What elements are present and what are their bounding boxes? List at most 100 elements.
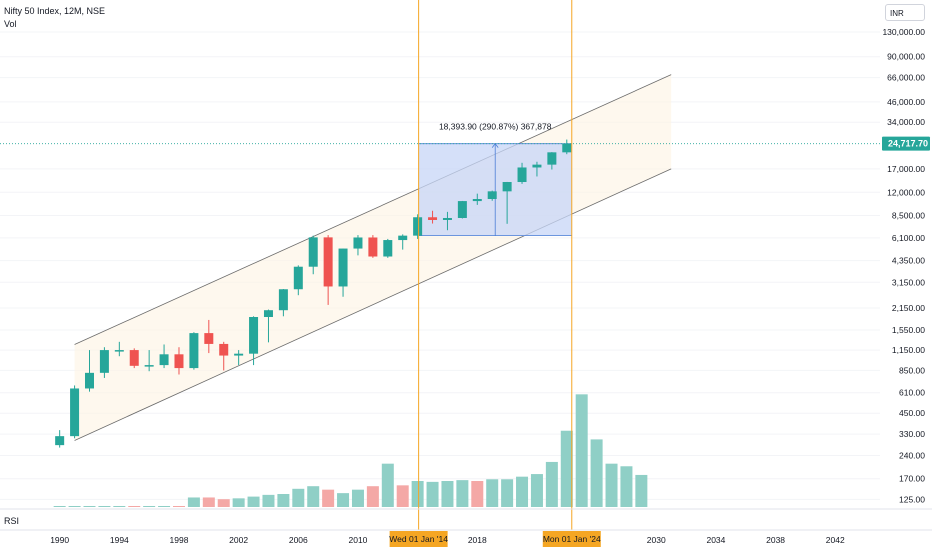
volume-bar bbox=[351, 489, 364, 507]
candle-body bbox=[428, 217, 438, 220]
year-tick-label: 2038 bbox=[766, 535, 785, 545]
last-price-value: 24,717.70 bbox=[888, 139, 928, 149]
volume-bar bbox=[262, 494, 275, 507]
volume-bar bbox=[172, 506, 185, 507]
volume-legend[interactable]: Vol bbox=[4, 19, 17, 29]
volume-bar bbox=[158, 506, 171, 507]
volume-bar bbox=[381, 463, 394, 507]
price-range-measure[interactable]: 18,393.90 (290.87%) 367,878 bbox=[418, 122, 572, 237]
date-badge-label: Mon 01 Jan '24 bbox=[543, 534, 601, 544]
volume-bar bbox=[411, 481, 424, 507]
volume-bar bbox=[471, 481, 484, 507]
volume-bar bbox=[501, 479, 514, 507]
price-tick-label: 46,000.00 bbox=[887, 97, 925, 107]
volume-bar bbox=[292, 488, 305, 507]
volume-bar bbox=[530, 474, 543, 507]
volume-bar bbox=[605, 463, 618, 507]
candle-body bbox=[293, 266, 303, 290]
year-tick-label: 2030 bbox=[647, 535, 666, 545]
last-price-badge bbox=[882, 136, 930, 151]
year-tick-label: 2002 bbox=[229, 535, 248, 545]
currency-button[interactable]: INR bbox=[885, 4, 925, 21]
price-tick-label: 610.00 bbox=[899, 388, 925, 398]
date-badge bbox=[542, 531, 601, 547]
volume-bar bbox=[277, 494, 290, 507]
measure-label: 18,393.90 (290.87%) 367,878 bbox=[439, 122, 552, 132]
volume-bar bbox=[441, 481, 454, 507]
price-grid bbox=[0, 31, 880, 500]
time-axis[interactable]: 1990 1994 1998 2002 2006 2010 2018 2030 2034 2038… bbox=[50, 535, 845, 545]
volume-bar bbox=[396, 485, 409, 507]
volume-bar bbox=[560, 430, 573, 507]
volume-bar bbox=[635, 474, 648, 507]
volume-bar bbox=[307, 486, 320, 507]
volume-bar bbox=[590, 439, 603, 507]
date-badge-label: Wed 01 Jan '14 bbox=[389, 534, 448, 544]
candle-body bbox=[398, 235, 408, 241]
candle-body bbox=[487, 191, 497, 200]
candle-body bbox=[413, 217, 423, 236]
candle-body bbox=[308, 237, 318, 267]
volume-bar bbox=[98, 506, 111, 507]
price-tick-label: 125.00 bbox=[899, 494, 925, 504]
candle-body bbox=[189, 333, 199, 369]
price-tick-label: 66,000.00 bbox=[887, 73, 925, 83]
year-tick-label: 2006 bbox=[289, 535, 308, 545]
candle-body bbox=[278, 289, 288, 311]
candle-body bbox=[562, 143, 572, 153]
price-tick-label: 17,000.00 bbox=[887, 164, 925, 174]
volume-bar bbox=[366, 486, 379, 507]
volume-bar bbox=[486, 479, 499, 507]
crosshair-date-badges: Wed 01 Jan '14 Mon 01 Jan '24 bbox=[389, 531, 601, 547]
volume-bar bbox=[217, 499, 230, 507]
volume-bar bbox=[202, 497, 215, 507]
candle-body bbox=[532, 164, 542, 168]
price-tick-label: 1,150.00 bbox=[892, 345, 925, 355]
candle-body bbox=[338, 248, 348, 287]
candle-body bbox=[263, 310, 273, 318]
price-tick-label: 6,100.00 bbox=[892, 233, 925, 243]
year-tick-label: 1990 bbox=[50, 535, 69, 545]
year-tick-label: 2042 bbox=[826, 535, 845, 545]
volume-bar bbox=[247, 496, 260, 507]
price-tick-label: 2,150.00 bbox=[892, 303, 925, 313]
candle-body bbox=[502, 182, 512, 192]
volume-bar bbox=[426, 481, 439, 507]
price-tick-label: 34,000.00 bbox=[887, 117, 925, 127]
volume-bar bbox=[232, 498, 245, 507]
vertical-date-lines[interactable] bbox=[418, 0, 573, 530]
volume-bar bbox=[620, 466, 633, 507]
volume-bar bbox=[575, 394, 588, 507]
volume-bar bbox=[545, 461, 558, 507]
rsi-pane-label[interactable]: RSI bbox=[4, 516, 20, 526]
candle-body bbox=[174, 354, 184, 369]
price-tick-label: 240.00 bbox=[899, 451, 925, 461]
price-axis[interactable]: 130,000.00 90,000.00 66,000.00 46,000.00 34,… bbox=[882, 27, 925, 504]
candle-body bbox=[159, 354, 169, 366]
candle-body bbox=[353, 237, 363, 249]
price-tick-label: 90,000.00 bbox=[887, 52, 925, 62]
volume-bar bbox=[53, 506, 66, 507]
symbol-title[interactable]: Nifty 50 Index, 12M, NSE bbox=[4, 6, 106, 16]
candle-body bbox=[70, 388, 80, 437]
volume-bar bbox=[143, 506, 156, 507]
year-tick-label: 1994 bbox=[110, 535, 129, 545]
year-tick-label: 2034 bbox=[706, 535, 725, 545]
price-tick-label: 450.00 bbox=[899, 408, 925, 418]
date-badge bbox=[389, 531, 448, 547]
price-tick-label: 330.00 bbox=[899, 429, 925, 439]
price-tick-label: 4,350.00 bbox=[892, 256, 925, 266]
candle-body bbox=[129, 350, 139, 366]
candle-body bbox=[442, 217, 452, 220]
price-tick-label: 850.00 bbox=[899, 365, 925, 375]
candle-body bbox=[472, 199, 482, 202]
candle-body bbox=[368, 237, 378, 257]
volume-bar bbox=[83, 506, 96, 507]
candle-body bbox=[144, 365, 154, 367]
price-tick-label: 8,500.00 bbox=[892, 210, 925, 220]
volume-bar bbox=[68, 506, 81, 507]
candle-body bbox=[457, 201, 467, 218]
candle-body bbox=[249, 317, 259, 354]
volume-bar bbox=[187, 497, 200, 507]
